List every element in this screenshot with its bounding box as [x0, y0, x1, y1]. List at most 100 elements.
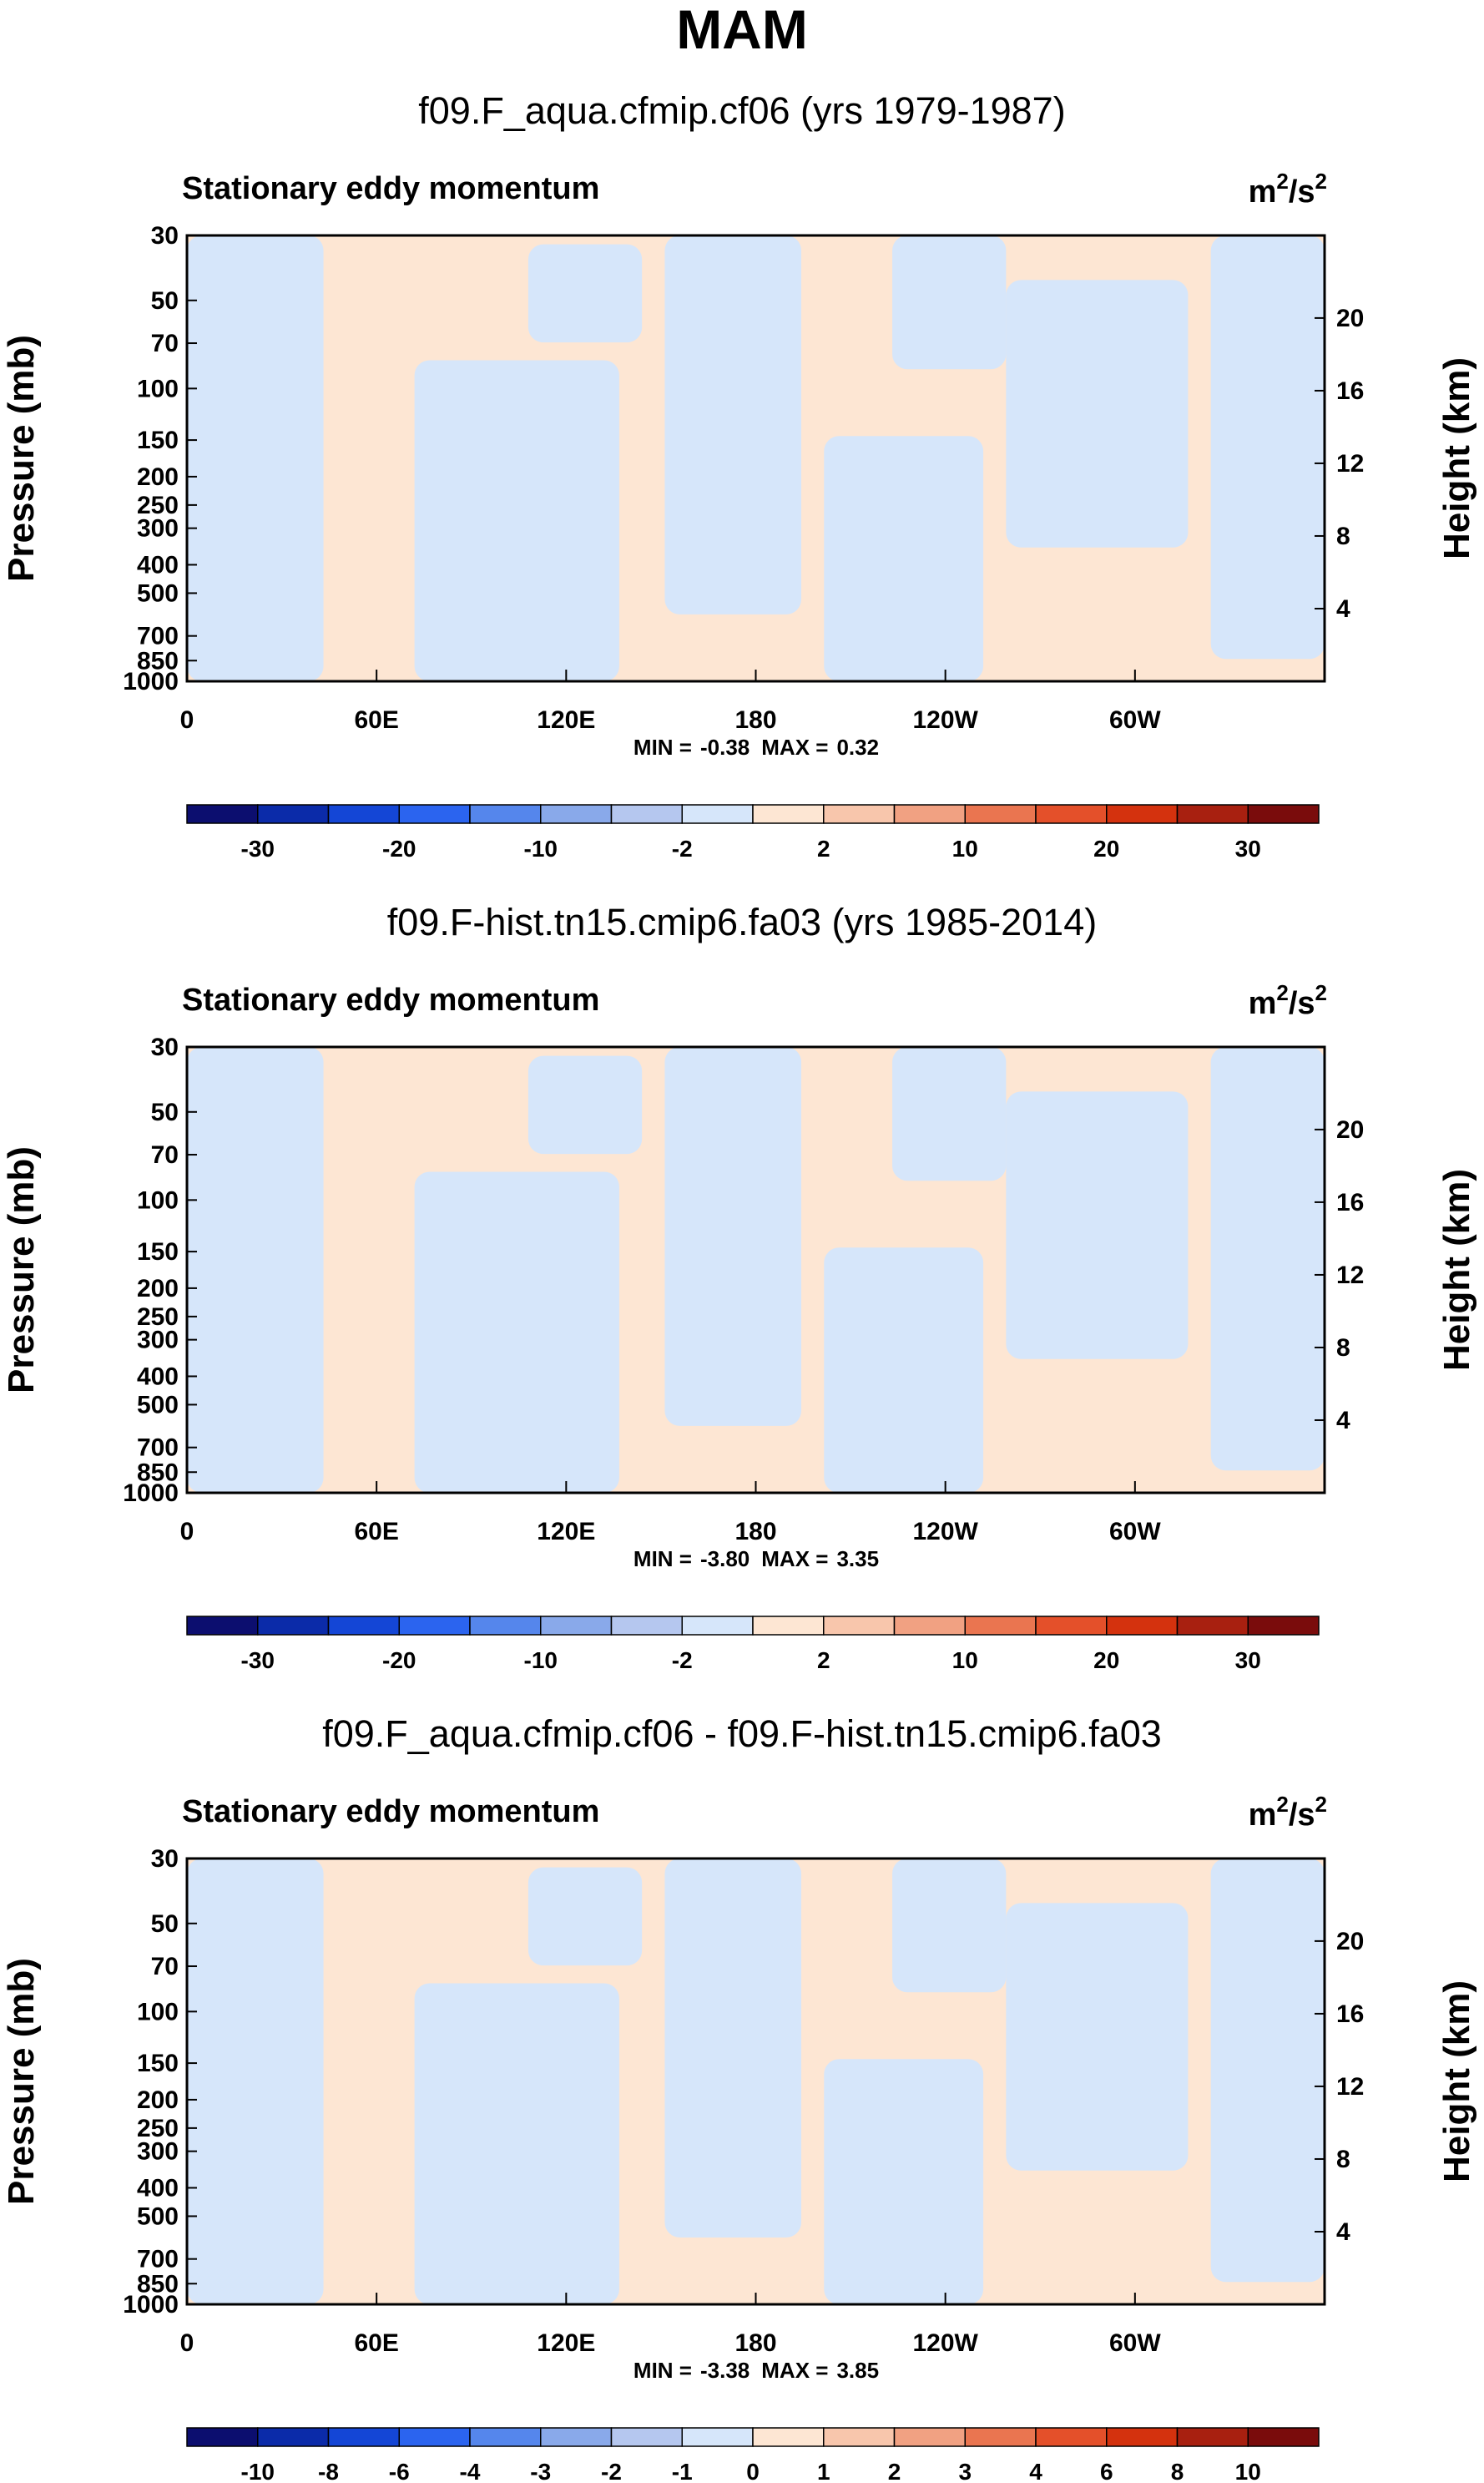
longitude-tick-label: 60E: [354, 1518, 398, 1545]
longitude-tick-label: 120E: [537, 2329, 595, 2357]
colorbar-swatch: [1247, 804, 1320, 824]
colorbar-swatch: [1247, 1616, 1320, 1636]
colorbar-swatch: [823, 804, 896, 824]
pressure-tick-label: 100: [137, 1186, 179, 1214]
height-tick-label: 20: [1336, 305, 1364, 332]
min-max-readout: MIN = -3.80 MAX = 3.35: [633, 1546, 879, 1571]
height-tick-label: 12: [1336, 1262, 1364, 1289]
pressure-tick-label: 500: [137, 579, 179, 607]
pressure-tick-label: 50: [151, 1910, 179, 1938]
colorbar-swatch: [752, 804, 825, 824]
colorbar-label: 3: [958, 2459, 972, 2483]
contour-region-negative: [892, 235, 1007, 370]
colorbar-swatch: [257, 804, 330, 824]
colorbar-label: 6: [1100, 2459, 1113, 2483]
pressure-tick-label: 150: [137, 427, 179, 454]
units-base: m: [1249, 986, 1277, 1021]
colorbar-label: 0: [746, 2459, 760, 2483]
colorbar-swatch: [964, 804, 1037, 824]
contour-region-negative: [527, 244, 643, 343]
longitude-tick-label: 120W: [912, 2329, 978, 2357]
colorbar-label: 10: [952, 836, 978, 862]
colorbar-swatch: [257, 1616, 330, 1636]
pressure-tick-label: 700: [137, 1434, 179, 1462]
pressure-axis-title: Pressure (mb): [1, 1146, 42, 1393]
units-exponent-2: 2: [1315, 980, 1327, 1005]
figure-title: MAM: [676, 0, 808, 60]
contour-region-negative: [824, 1247, 984, 1493]
panel-2: f09.F-hist.tn15.cmip6.fa03 (yrs 1985-201…: [1, 901, 1477, 1673]
max-value: 3.85: [836, 2358, 879, 2383]
pressure-tick-label: 500: [137, 1391, 179, 1418]
colorbar-swatch: [540, 1616, 613, 1636]
contour-region-negative: [1210, 1047, 1325, 1471]
pressure-tick-label: 300: [137, 1327, 179, 1354]
colorbar-swatch: [398, 804, 471, 824]
colorbar-label: -2: [672, 836, 693, 862]
height-tick-label: 12: [1336, 2073, 1364, 2101]
colorbar-label: -10: [241, 2459, 275, 2483]
units-exponent-2: 2: [1315, 1792, 1327, 1817]
colorbar-swatch: [327, 804, 400, 824]
pressure-tick-label: 700: [137, 2246, 179, 2273]
height-tick-label: 16: [1336, 377, 1364, 405]
colorbar-swatch: [893, 1616, 966, 1636]
colorbar-label: -20: [382, 836, 416, 862]
colorbar-swatch: [681, 804, 754, 824]
height-tick-label: 20: [1336, 1928, 1364, 1955]
pressure-tick-label: 1000: [123, 2291, 179, 2319]
colorbar-label: 4: [1029, 2459, 1042, 2483]
colorbar-swatch: [540, 2427, 613, 2447]
colorbar-swatch: [893, 2427, 966, 2447]
colorbar-label: 10: [1235, 2459, 1261, 2483]
colorbar-swatch: [469, 2427, 542, 2447]
colorbar-label: 2: [817, 836, 830, 862]
pressure-tick-label: 30: [151, 1034, 179, 1061]
colorbar-swatch: [823, 1616, 896, 1636]
height-tick-label: 16: [1336, 2000, 1364, 2028]
pressure-tick-label: 250: [137, 2115, 179, 2142]
pressure-axis-title: Pressure (mb): [1, 1958, 42, 2205]
units-tail: /s: [1289, 174, 1315, 210]
min-label: MIN =: [633, 1546, 692, 1571]
colorbar-swatch: [398, 1616, 471, 1636]
height-tick-label: 12: [1336, 450, 1364, 478]
max-label: MAX =: [761, 2358, 828, 2383]
units-tail: /s: [1289, 1798, 1315, 1833]
pressure-tick-label: 850: [137, 1459, 179, 1486]
longitude-tick-label: 60E: [354, 2329, 398, 2357]
min-value: -3.80: [700, 1546, 750, 1571]
contour-region-negative: [892, 1047, 1007, 1181]
variable-label: Stationary eddy momentum: [182, 1794, 599, 1829]
contour-region-negative: [187, 235, 324, 681]
pressure-tick-label: 150: [137, 1238, 179, 1266]
units-label: m2/s2: [1249, 980, 1327, 1021]
longitude-tick-label: 180: [734, 706, 776, 734]
height-tick-label: 8: [1336, 523, 1350, 550]
colorbar-swatch: [1106, 1616, 1179, 1636]
colorbar-swatch: [1247, 2427, 1320, 2447]
colorbar-label: -2: [601, 2459, 622, 2483]
colorbar-swatch: [1176, 2427, 1249, 2447]
pressure-tick-label: 250: [137, 1303, 179, 1331]
min-value: -0.38: [700, 735, 750, 760]
pressure-tick-label: 300: [137, 2138, 179, 2166]
max-label: MAX =: [761, 1546, 828, 1571]
min-max-readout: MIN = -0.38 MAX = 0.32: [633, 735, 879, 760]
height-axis-title: Height (km): [1436, 357, 1477, 559]
pressure-tick-label: 100: [137, 375, 179, 402]
pressure-tick-label: 700: [137, 623, 179, 650]
longitude-tick-label: 0: [180, 1518, 194, 1545]
units-base: m: [1249, 174, 1277, 210]
colorbar-label: 2: [817, 1647, 830, 1673]
longitude-tick-label: 180: [734, 1518, 776, 1545]
pressure-tick-label: 400: [137, 2174, 179, 2202]
min-value: -3.38: [700, 2358, 750, 2383]
pressure-tick-label: 400: [137, 1363, 179, 1390]
colorbar-swatch: [469, 804, 542, 824]
longitude-tick-label: 180: [734, 2329, 776, 2357]
max-value: 0.32: [836, 735, 879, 760]
height-tick-label: 4: [1336, 1407, 1350, 1434]
height-tick-label: 4: [1336, 595, 1350, 623]
panel-3: f09.F_aqua.cfmip.cf06 - f09.F-hist.tn15.…: [1, 1712, 1477, 2483]
